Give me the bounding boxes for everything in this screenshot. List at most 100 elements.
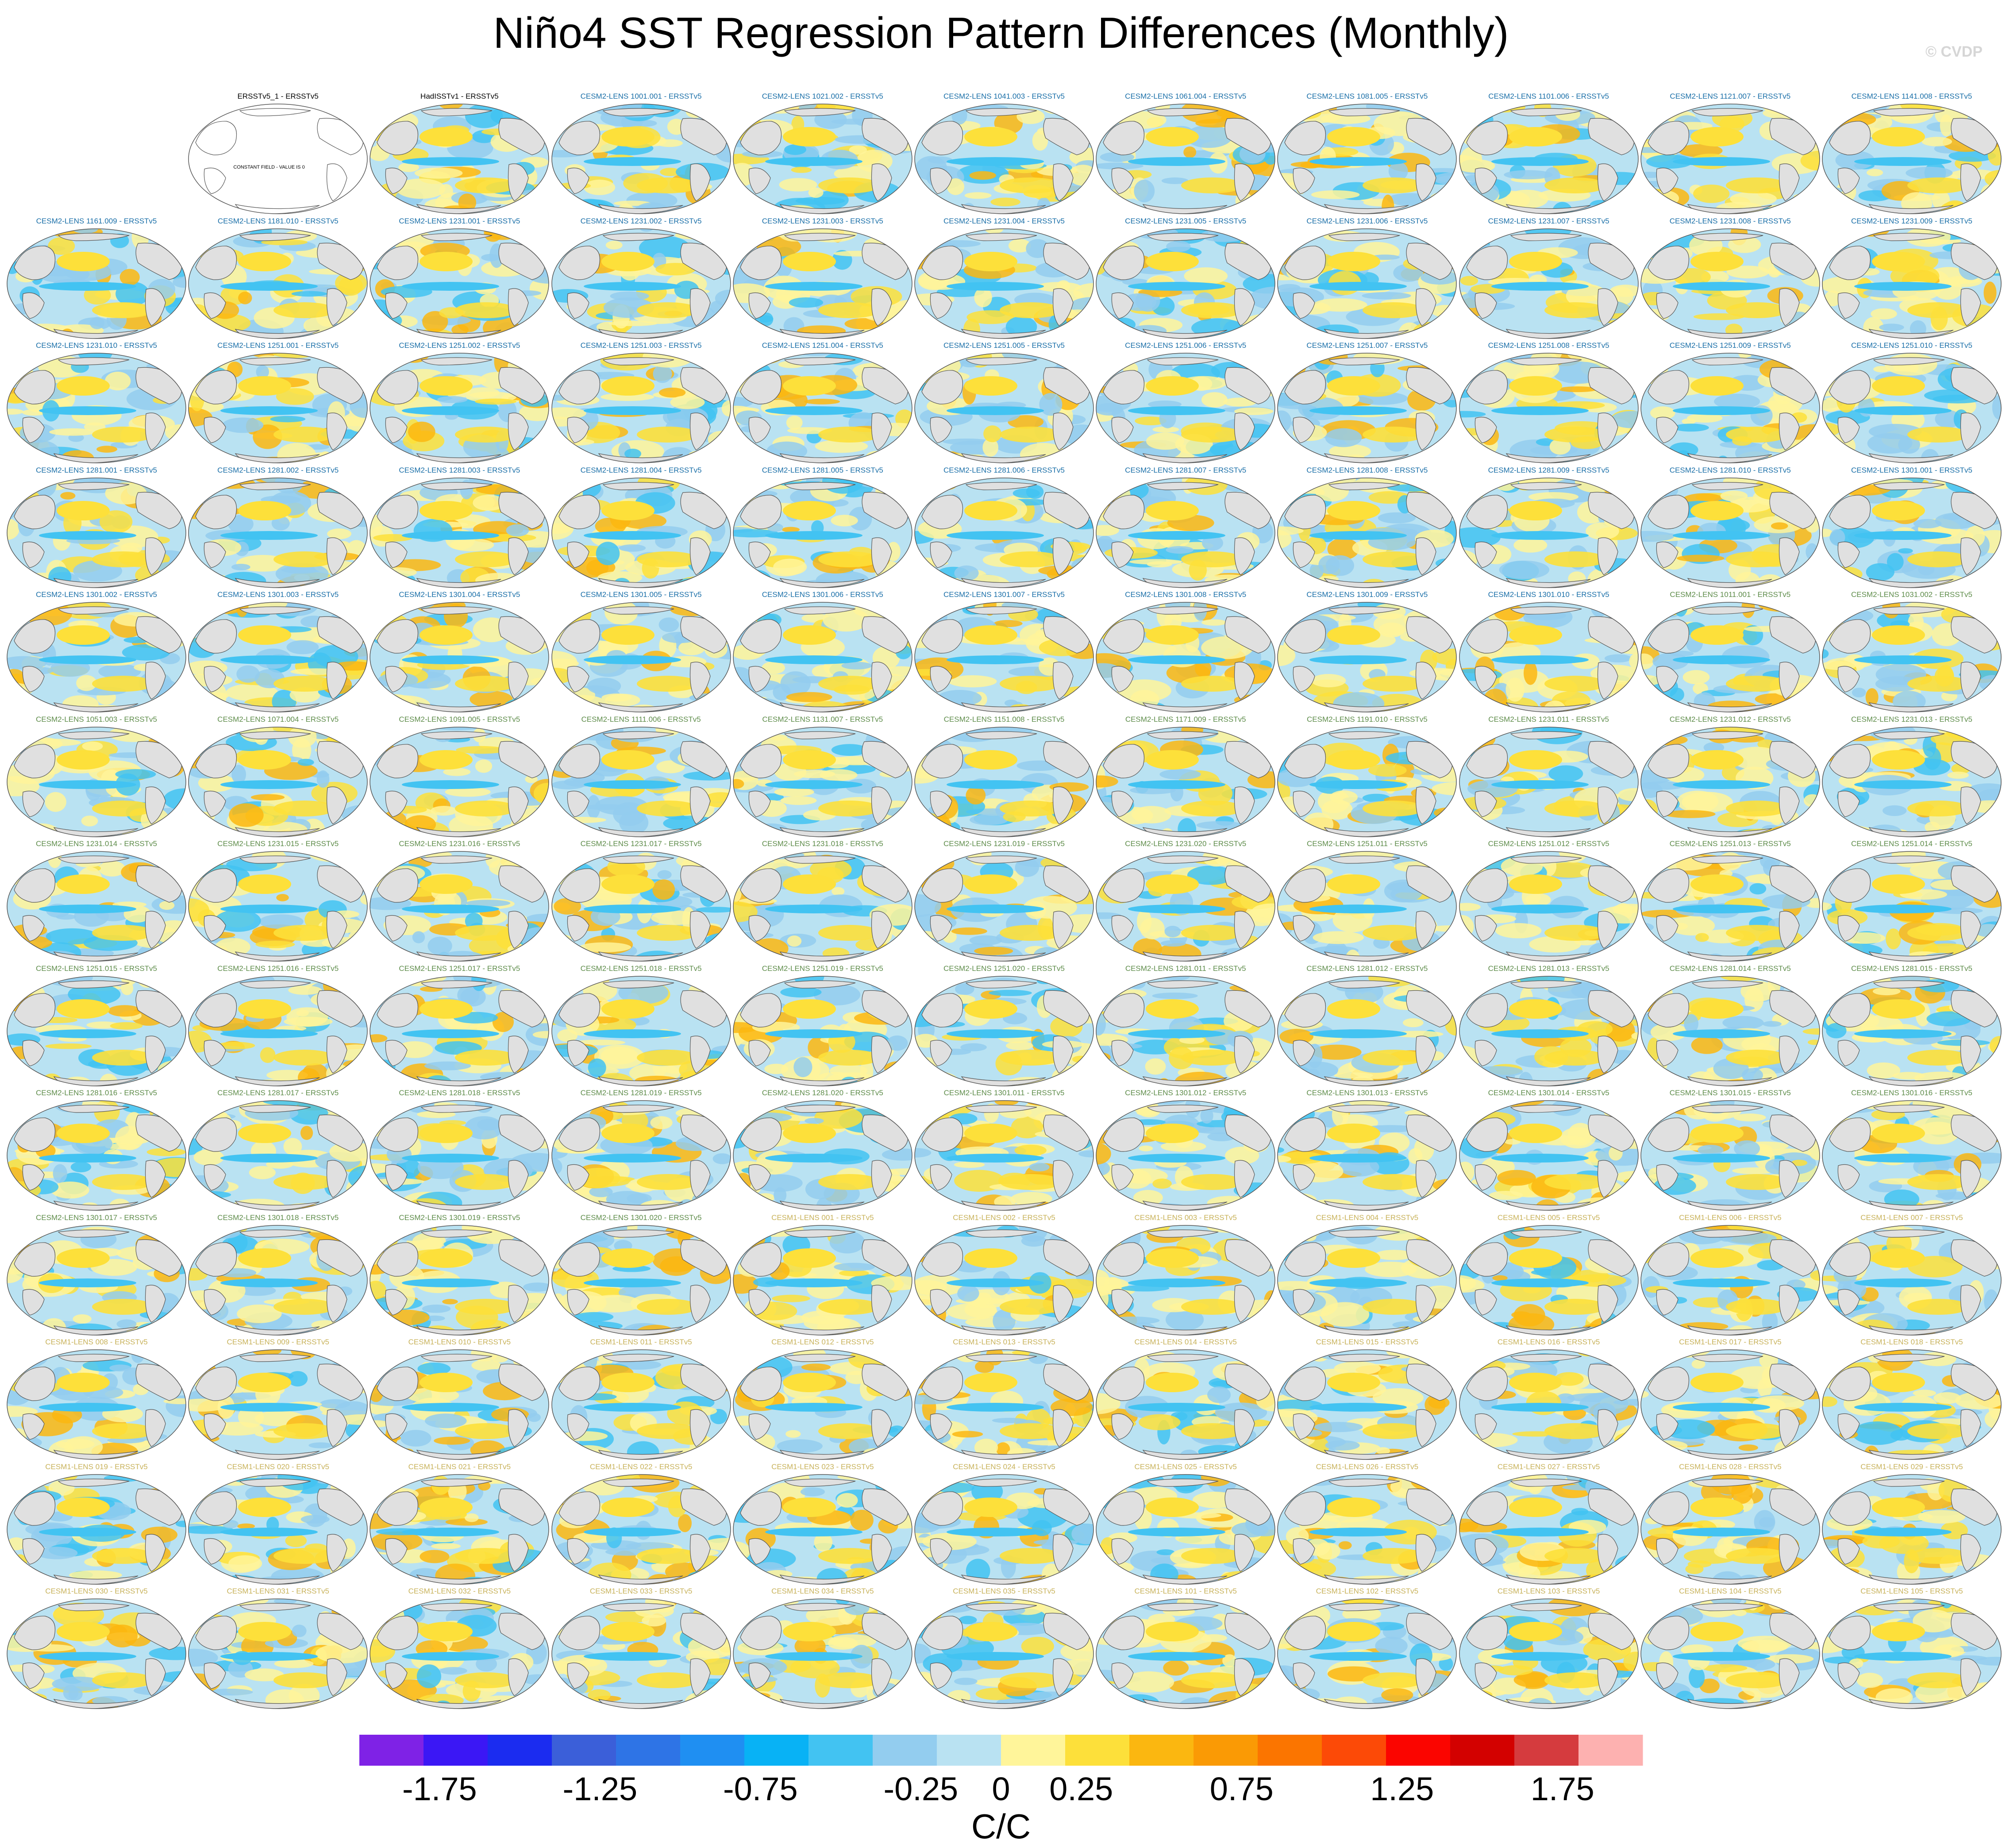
- sst-anomaly-patch: [1867, 433, 1913, 454]
- sst-anomaly-patch: [793, 1057, 812, 1077]
- equatorial-band: [947, 905, 1044, 913]
- sst-anomaly-patch: [1292, 953, 1323, 961]
- landmass: [508, 537, 529, 575]
- landmass: [1779, 163, 1800, 201]
- south-pacific-patch: [1907, 676, 1969, 692]
- equatorial-band: [1309, 655, 1407, 664]
- sst-anomaly-patch: [1459, 228, 1485, 245]
- sst-anomaly-patch: [993, 620, 1023, 627]
- south-pacific-patch: [92, 302, 154, 318]
- sst-anomaly-patch: [439, 104, 463, 110]
- landmass: [1416, 412, 1437, 450]
- global-map: [1822, 228, 2002, 339]
- landmass: [1656, 167, 1679, 194]
- map-outline: [551, 726, 731, 837]
- north-pacific-patch: [238, 625, 292, 645]
- landmass: [204, 416, 226, 443]
- map-panel: CESM2-LENS 1181.010 - ERSSTv5: [187, 217, 369, 342]
- landmass: [1475, 416, 1497, 443]
- sst-anomaly-patch: [618, 544, 646, 552]
- landmass: [377, 494, 419, 529]
- sst-anomaly-patch: [694, 602, 724, 613]
- sst-anomaly-patch: [1797, 602, 1820, 620]
- landmass: [558, 245, 600, 280]
- sst-field: [1822, 104, 2001, 214]
- sst-field: [1096, 353, 1275, 463]
- sst-anomaly-patch: [1096, 775, 1118, 788]
- landmass: [558, 743, 600, 778]
- landmass: [1466, 245, 1508, 280]
- sst-anomaly-patch: [1513, 537, 1547, 553]
- landmass: [327, 412, 347, 450]
- sst-anomaly-patch: [862, 825, 912, 834]
- south-pacific-patch: [818, 551, 880, 567]
- global-map: [370, 602, 550, 712]
- panel-title: CESM2-LENS 1301.002 - ERSSTv5: [35, 590, 157, 599]
- sst-anomaly-patch: [1612, 326, 1638, 339]
- landmass: [1147, 606, 1219, 615]
- sst-anomaly-patch: [1822, 399, 1840, 412]
- sst-anomaly-patch: [752, 477, 789, 484]
- panel-title: CESM2-LENS 1281.010 - ERSSTv5: [1669, 466, 1791, 474]
- north-pacific-patch: [238, 874, 292, 894]
- sst-field: [370, 228, 549, 339]
- south-pacific-patch: [1544, 800, 1606, 816]
- sst-anomaly-patch: [1104, 203, 1118, 214]
- south-pacific-patch: [1000, 177, 1062, 193]
- map-panel: CESM2-LENS 1251.017 - ERSSTv5: [368, 964, 551, 1089]
- sst-anomaly-patch: [475, 759, 493, 773]
- sst-field: [1459, 727, 1638, 837]
- sst-anomaly-patch: [653, 365, 672, 383]
- sst-anomaly-patch: [1558, 386, 1598, 393]
- landmass: [1147, 108, 1219, 116]
- sst-anomaly-patch: [1082, 1070, 1093, 1086]
- map-panel: CESM2-LENS 1071.004 - ERSSTv5: [187, 715, 369, 840]
- equatorial-band: [402, 157, 500, 166]
- sst-field: [1278, 727, 1457, 837]
- equatorial-band: [402, 281, 500, 291]
- landmass: [930, 416, 952, 443]
- sst-anomaly-patch: [1832, 727, 1879, 733]
- map-panel: CESM2-LENS 1281.001 - ERSSTv5: [5, 466, 188, 591]
- sst-anomaly-patch: [1096, 439, 1116, 462]
- sst-anomaly-patch: [595, 796, 648, 815]
- landmass: [602, 108, 674, 116]
- equatorial-band: [1128, 281, 1226, 291]
- landmass: [1648, 121, 1689, 155]
- landmass: [1510, 108, 1582, 116]
- panel-title: CESM2-LENS 1251.016 - ERSSTv5: [217, 964, 339, 973]
- global-map: [1822, 477, 2002, 588]
- landmass: [567, 416, 589, 443]
- sst-anomaly-patch: [7, 824, 40, 831]
- south-pacific-patch: [455, 676, 517, 692]
- landmass: [602, 731, 674, 739]
- sst-field: [733, 228, 912, 339]
- sst-anomaly-patch: [551, 111, 586, 118]
- map-outline: [1096, 353, 1275, 463]
- sst-anomaly-patch: [1822, 446, 1848, 458]
- landmass: [784, 481, 855, 490]
- landmass: [1293, 666, 1316, 693]
- north-pacific-patch: [1509, 251, 1562, 271]
- equatorial-band: [1309, 157, 1407, 166]
- panel-title: CESM2-LENS 1301.003 - ERSSTv5: [217, 590, 339, 599]
- landmass: [740, 121, 782, 155]
- sst-anomaly-patch: [370, 104, 412, 108]
- sst-anomaly-patch: [889, 228, 912, 251]
- sst-anomaly-patch: [703, 827, 731, 837]
- sst-anomaly-patch: [583, 179, 615, 195]
- north-pacific-patch: [238, 999, 292, 1019]
- sst-anomaly-patch: [1424, 946, 1457, 960]
- sst-field: [1459, 851, 1638, 961]
- landmass: [1510, 357, 1582, 366]
- landmass: [1691, 108, 1763, 116]
- global-map: CONSTANT FIELD - VALUE IS 0: [188, 104, 368, 214]
- sst-anomaly-patch: [989, 989, 1032, 996]
- sst-anomaly-patch: [1523, 661, 1537, 685]
- map-panel: CESM2-LENS 1231.004 - ERSSTv5: [913, 217, 1095, 342]
- sst-anomaly-patch: [886, 228, 912, 245]
- north-pacific-patch: [601, 750, 654, 770]
- panel-title: CESM2-LENS 1161.009 - ERSSTv5: [36, 216, 157, 225]
- sst-anomaly-patch: [334, 661, 368, 671]
- landmass: [567, 541, 589, 568]
